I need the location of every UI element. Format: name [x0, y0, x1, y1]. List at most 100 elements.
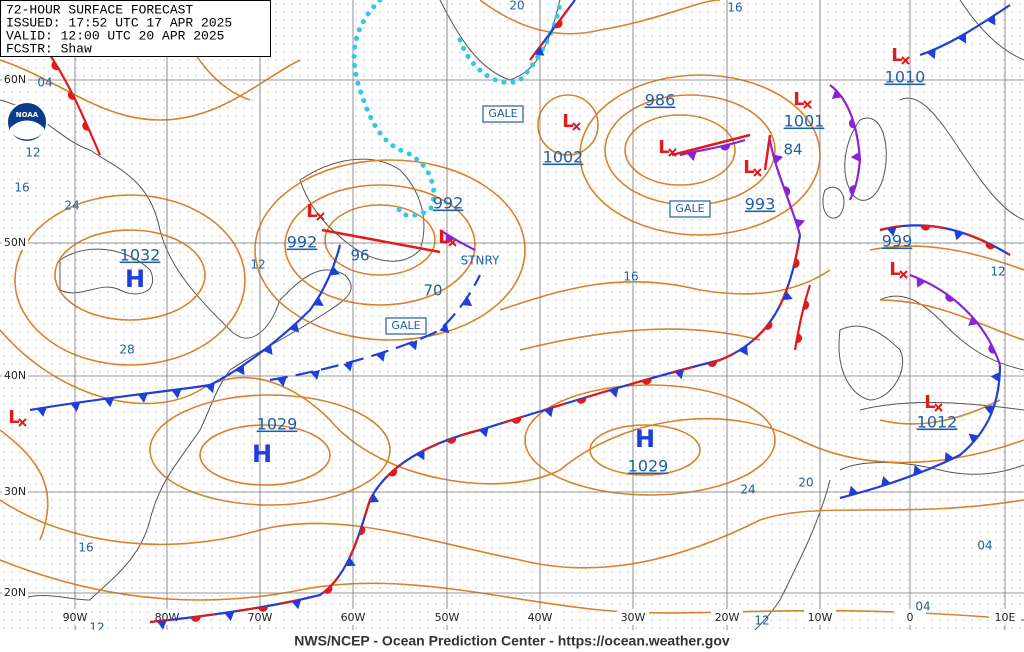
lat-label: 60N: [4, 73, 26, 86]
low-symbol: L: [793, 89, 804, 110]
low-symbol: L: [438, 227, 449, 248]
low-pressure: 1012: [917, 413, 958, 432]
lon-label-bg: [59, 609, 91, 625]
isobar-label: 24: [740, 483, 755, 497]
low-symbol: L: [562, 111, 573, 132]
header-forecaster: FCSTR: Shaw: [6, 41, 92, 56]
low-center-x: [448, 238, 457, 247]
lon-label-bg: [431, 609, 463, 625]
lon-label-bg: [894, 609, 926, 625]
lon-label-bg: [337, 609, 369, 625]
low-symbol: L: [743, 157, 754, 178]
isobar-label: 04: [915, 600, 930, 614]
logo-text: NOAA: [16, 111, 39, 119]
front-triangle: [782, 290, 793, 301]
front-triangle: [343, 361, 353, 372]
low-symbol: L: [889, 259, 900, 280]
front-triangle: [156, 620, 167, 630]
front-triangle: [850, 151, 860, 162]
front-occluded: [439, 229, 476, 251]
front-semicircle: [323, 585, 333, 594]
lon-label: 0: [907, 611, 914, 624]
lon-label: 50W: [435, 611, 460, 624]
front-triangle: [329, 266, 340, 276]
front-triangle: [439, 323, 450, 334]
front-cold: [839, 364, 1002, 500]
high-pressure: 1032: [120, 246, 161, 265]
ice-edge: [351, 0, 563, 218]
high-pressure: 1029: [257, 415, 298, 434]
gale-box: [482, 105, 524, 123]
lon-label: 30W: [621, 611, 646, 624]
lat-label: 20N: [4, 586, 26, 599]
fronts: [29, 0, 1011, 630]
front-semicircle: [358, 525, 366, 536]
isobar-label: 16: [14, 181, 29, 195]
front-semicircle: [849, 185, 856, 195]
isobars: [0, 0, 1024, 621]
isobar-label: 12: [990, 265, 1005, 279]
lat-label-bg: [2, 236, 28, 250]
high-symbol: H: [635, 425, 655, 453]
front-triangle: [345, 557, 356, 567]
front-triangle: [738, 345, 748, 356]
front-occluded: [829, 84, 862, 201]
front-triangle: [313, 296, 324, 306]
front-triangle: [461, 296, 473, 307]
low-center-x: [899, 270, 908, 279]
low-center-x: [572, 122, 581, 131]
front-semicircle: [446, 437, 457, 444]
front-triangle: [773, 154, 784, 165]
lon-label: 70W: [248, 611, 273, 624]
isobar-label: 16: [78, 541, 93, 555]
front-semicircle: [720, 144, 730, 151]
front-triangle: [369, 493, 380, 503]
front-triangle: [263, 344, 273, 355]
front-triangle: [70, 402, 81, 412]
front-triangle: [916, 277, 926, 288]
front-semicircle: [802, 300, 810, 310]
front-triangle: [478, 427, 489, 438]
low-center-x: [316, 212, 325, 221]
front-triangle: [534, 46, 545, 56]
isobar-label: 12: [25, 146, 40, 160]
isobar-label: 04: [977, 539, 992, 553]
isobar-label: 24: [64, 199, 79, 213]
gale-box: [669, 200, 711, 218]
front-semicircle: [82, 121, 90, 131]
lon-label-bg: [989, 609, 1021, 625]
low-pressure: 986: [645, 91, 676, 110]
lon-label-bg: [524, 609, 556, 625]
front-triangle: [291, 599, 302, 610]
front-triangle: [310, 369, 320, 380]
low-pressure: 992: [433, 194, 464, 213]
footer-band: [0, 630, 1024, 652]
low-pressure: 1010: [885, 68, 926, 87]
front-semicircle: [793, 258, 800, 269]
front-semicircle: [641, 378, 652, 385]
isobar-label: 12: [250, 258, 265, 272]
lon-label: 40W: [528, 611, 553, 624]
low-center-x: [668, 148, 677, 157]
lat-lon-grid: 90W 80W 70W 60W 50W 40W 30W 20W 10W 0 10E60N50N40N…: [0, 0, 1024, 630]
low-center-x: [934, 403, 943, 412]
front-semicircle: [764, 320, 773, 330]
noaa-logo: NOAA: [6, 101, 48, 143]
low-symbol: L: [306, 201, 317, 222]
lat-label: 50N: [4, 236, 26, 249]
isobar-label: 20: [798, 476, 813, 490]
front-triangle: [686, 151, 697, 162]
low-pressure: 999: [882, 232, 913, 251]
front-triangle: [881, 476, 891, 487]
front-triangle: [954, 230, 964, 241]
low-center-x: [18, 418, 27, 427]
front-stationary-red: [529, 0, 576, 61]
footer: NWS/NCEP - Ocean Prediction Center - htt…: [294, 633, 730, 649]
front-label: STNRY: [461, 254, 500, 268]
front-triangle: [415, 449, 425, 461]
gale-warning: GALE: [391, 319, 420, 332]
front-triangle: [171, 389, 182, 399]
low-center-x: [901, 56, 910, 65]
lon-label: 20W: [715, 611, 740, 624]
lat-label-bg: [2, 586, 28, 600]
